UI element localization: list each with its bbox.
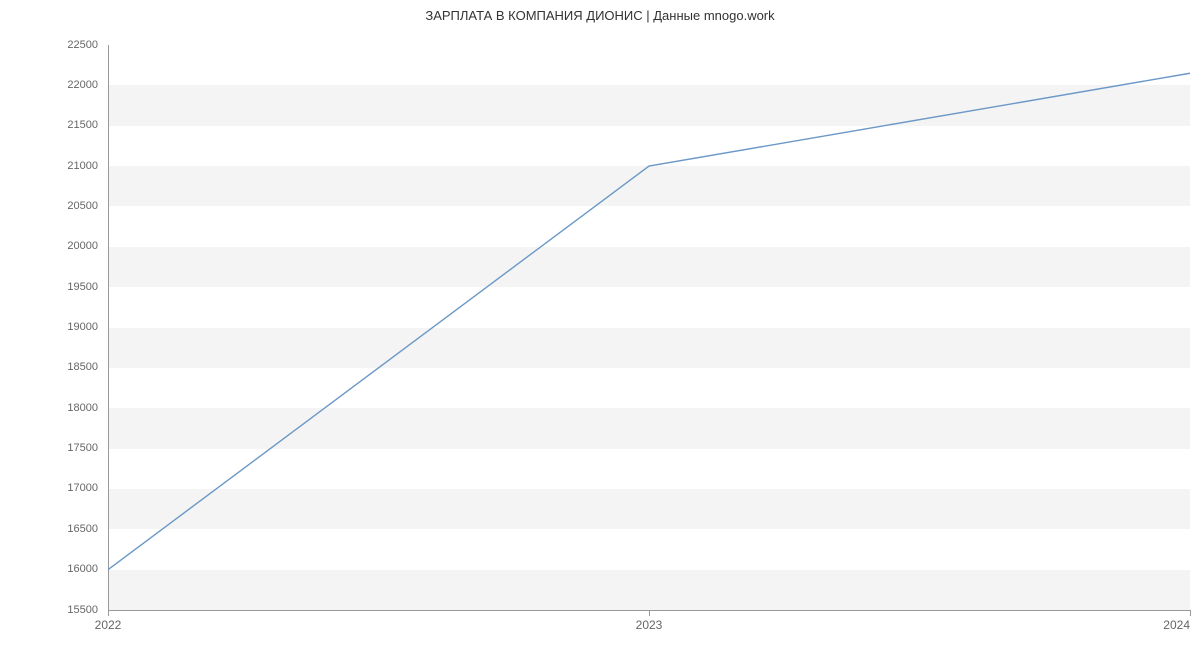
y-tick-label: 15500 xyxy=(0,604,98,616)
y-tick-label: 16000 xyxy=(0,563,98,575)
x-tick-mark xyxy=(108,610,109,616)
plot-area xyxy=(108,45,1190,610)
x-tick-label: 2022 xyxy=(78,618,138,632)
salary-line-chart: ЗАРПЛАТА В КОМПАНИЯ ДИОНИС | Данные mnog… xyxy=(0,0,1200,650)
y-tick-label: 18500 xyxy=(0,361,98,373)
series-path xyxy=(108,73,1190,569)
x-tick-label: 2023 xyxy=(619,618,679,632)
y-tick-label: 19500 xyxy=(0,281,98,293)
y-tick-label: 17000 xyxy=(0,482,98,494)
x-tick-label: 2024 xyxy=(1130,618,1190,632)
y-tick-label: 18000 xyxy=(0,402,98,414)
y-tick-label: 20000 xyxy=(0,240,98,252)
y-tick-label: 22500 xyxy=(0,39,98,51)
y-tick-label: 19000 xyxy=(0,321,98,333)
chart-title: ЗАРПЛАТА В КОМПАНИЯ ДИОНИС | Данные mnog… xyxy=(0,8,1200,23)
data-line xyxy=(108,45,1190,610)
x-tick-mark xyxy=(649,610,650,616)
y-tick-label: 20500 xyxy=(0,200,98,212)
y-tick-label: 22000 xyxy=(0,79,98,91)
y-tick-label: 16500 xyxy=(0,523,98,535)
y-tick-label: 21500 xyxy=(0,119,98,131)
y-tick-label: 17500 xyxy=(0,442,98,454)
x-tick-mark xyxy=(1190,610,1191,616)
y-tick-label: 21000 xyxy=(0,160,98,172)
